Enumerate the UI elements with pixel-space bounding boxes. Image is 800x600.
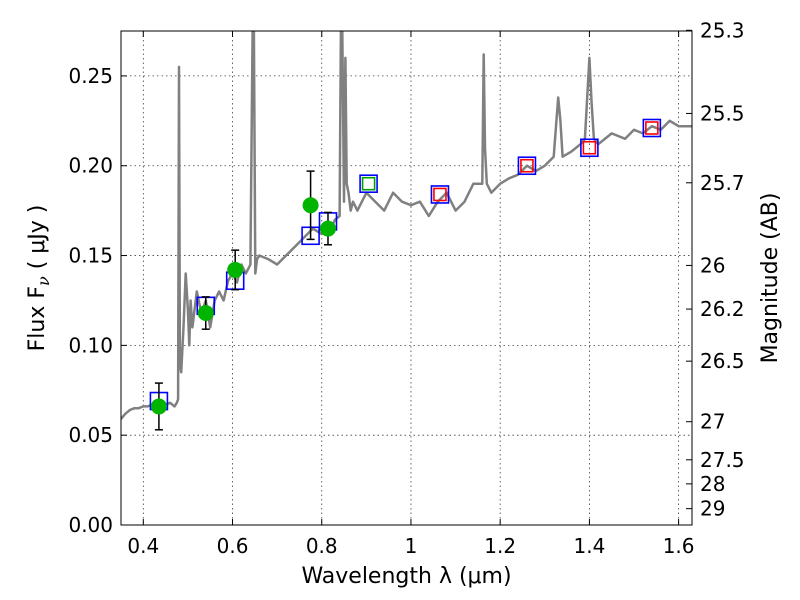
- y-axis-label-unit: ( μJy ): [25, 205, 50, 277]
- model-box-green: [361, 176, 376, 191]
- model-box-blue: [359, 174, 378, 193]
- y-axis-label: Flux Fν ( μJy ): [25, 205, 53, 352]
- x-tick-label: 1.4: [573, 534, 605, 558]
- x-tick-label: 0.4: [127, 534, 159, 558]
- model-box-red: [582, 140, 597, 155]
- photometry-points: [150, 170, 336, 431]
- right-tick-label: 25.5: [700, 101, 745, 125]
- plot-frame: [120, 30, 693, 526]
- photometry-point: [150, 398, 167, 415]
- right-tick-label: 27.5: [700, 448, 745, 472]
- photometry-point: [319, 220, 336, 237]
- grid-lines: [121, 31, 692, 526]
- model-box-red: [520, 158, 534, 173]
- model-box-blue: [517, 156, 537, 176]
- right-tick-label: 28: [700, 472, 725, 496]
- x-tick-label: 0.8: [306, 534, 338, 558]
- model-box-blue: [430, 185, 450, 204]
- x-tick-label: 1: [405, 534, 418, 558]
- right-tick-label: 26: [700, 253, 725, 277]
- y-tick-label: 0.10: [68, 333, 113, 357]
- model-box-red: [433, 187, 447, 202]
- spectrum-line: [121, 31, 692, 420]
- photometry-point: [197, 305, 214, 322]
- right-tick-label: 25.7: [700, 171, 745, 195]
- y-axis-label-sub: ν: [34, 276, 53, 286]
- model-boxes: [149, 118, 662, 411]
- y-tick-label: 0.20: [68, 154, 113, 178]
- y-tick-label: 0.25: [68, 64, 113, 88]
- model-box-blue: [580, 138, 599, 158]
- axis-ticks: 0.4 0.6 0.8 1 1.2 1.4 1.6 0.00 0.05 0.10 0.15 0.20 0…: [68, 18, 744, 558]
- model-box-blue: [642, 118, 662, 138]
- y-tick-label: 0.05: [68, 423, 113, 447]
- right-tick-label: 25.3: [700, 18, 745, 42]
- right-tick-label: 27: [700, 410, 725, 434]
- right-tick-label: 26.5: [700, 349, 745, 373]
- right-tick-label: 26.2: [700, 297, 745, 321]
- model-box-red: [645, 121, 659, 135]
- y-axis-label-main: Flux F: [25, 286, 50, 351]
- right-tick-label: 29: [700, 497, 725, 521]
- y-tick-label: 0.00: [68, 513, 113, 537]
- photometry-point: [302, 197, 319, 214]
- y-tick-label: 0.15: [68, 244, 113, 268]
- x-tick-label: 1.2: [484, 534, 516, 558]
- spectrum-series: [121, 31, 692, 420]
- x-tick-label: 0.6: [217, 534, 249, 558]
- photometry-point: [227, 261, 244, 278]
- right-axis-label: Magnitude (AB): [758, 193, 783, 364]
- x-axis-label: Wavelength λ (μm): [301, 564, 511, 589]
- x-tick-label: 1.6: [663, 534, 695, 558]
